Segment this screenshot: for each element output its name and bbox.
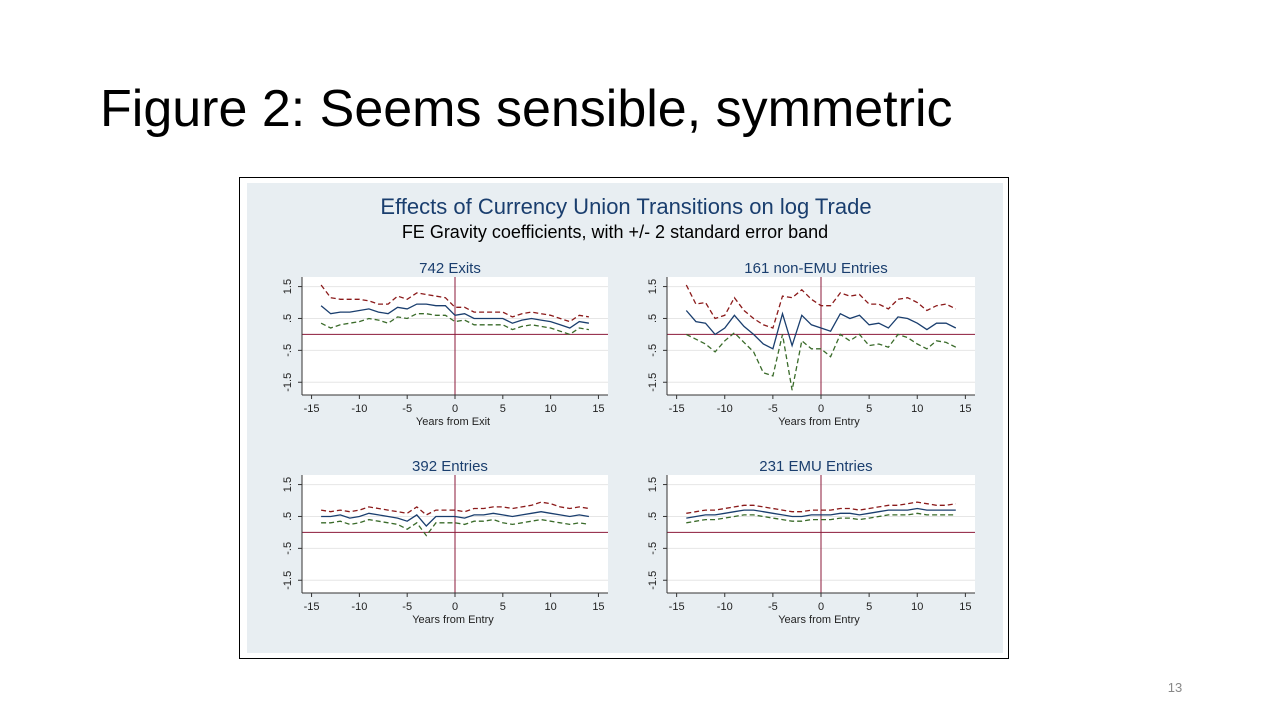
x-tick-label: -5 (768, 601, 778, 613)
panel-title: 742 Exits (419, 260, 481, 277)
figure-title: Effects of Currency Union Transitions on… (380, 194, 871, 219)
series-line (321, 518, 590, 537)
series-line (320, 303, 590, 329)
x-tick-label: -5 (402, 403, 412, 415)
panel-title: 231 EMU Entries (759, 458, 872, 475)
x-tick-label: -5 (768, 403, 778, 415)
x-tick-label: 15 (592, 403, 604, 415)
x-axis-label: Years from Entry (778, 416, 860, 428)
x-tick-label: -10 (717, 601, 733, 613)
series-line (686, 512, 956, 524)
y-tick-label: -1.5 (647, 373, 659, 392)
y-tick-label: -1.5 (282, 571, 294, 590)
x-tick-label: -10 (717, 403, 733, 415)
panel-title: 392 Entries (412, 458, 488, 475)
y-tick-label: 1.5 (647, 477, 659, 492)
y-tick-label: .5 (647, 314, 659, 323)
x-tick-label: 0 (818, 403, 824, 415)
x-tick-label: 15 (959, 601, 971, 613)
series-line (685, 284, 957, 329)
x-tick-label: 15 (959, 403, 971, 415)
x-tick-label: -15 (669, 403, 685, 415)
x-tick-label: -5 (402, 601, 412, 613)
x-axis-label: Years from Exit (416, 416, 490, 428)
panel-title: 161 non-EMU Entries (744, 260, 887, 277)
y-tick-label: 1.5 (647, 279, 659, 294)
x-tick-label: 15 (592, 601, 604, 613)
x-tick-label: -15 (304, 403, 320, 415)
series-line (686, 331, 957, 391)
x-tick-label: 5 (500, 601, 506, 613)
y-tick-label: 1.5 (282, 279, 294, 294)
x-tick-label: -10 (351, 601, 367, 613)
x-tick-label: 5 (866, 601, 872, 613)
x-tick-label: -15 (669, 601, 685, 613)
slide-title: Figure 2: Seems sensible, symmetric (100, 80, 953, 138)
x-tick-label: 0 (452, 403, 458, 415)
series-line (321, 511, 590, 527)
x-tick-label: 10 (545, 601, 557, 613)
y-tick-label: -.5 (282, 542, 294, 555)
series-line (686, 507, 956, 519)
y-tick-label: -1.5 (282, 373, 294, 392)
y-tick-label: -1.5 (647, 571, 659, 590)
x-tick-label: -15 (304, 601, 320, 613)
y-tick-label: .5 (647, 512, 659, 521)
x-tick-label: 0 (818, 601, 824, 613)
y-tick-label: 1.5 (282, 477, 294, 492)
series-line (320, 284, 590, 323)
series-line (320, 501, 590, 516)
x-tick-label: 0 (452, 601, 458, 613)
panels: 742 Exits -1.5 -.5 .5 1.5 -15 -10 -5 0 5 10 15 Years… (282, 260, 975, 626)
series-line (320, 313, 590, 336)
x-tick-label: 5 (500, 403, 506, 415)
series-line (686, 501, 956, 514)
y-tick-label: -.5 (282, 344, 294, 357)
y-tick-label: -.5 (647, 542, 659, 555)
x-tick-label: 10 (911, 601, 923, 613)
figure-subtitle: FE Gravity coefficients, with +/- 2 stan… (402, 222, 828, 242)
x-axis-label: Years from Entry (778, 614, 860, 626)
series-line (685, 310, 957, 350)
y-tick-label: .5 (282, 512, 294, 521)
page-number: 13 (1168, 680, 1182, 695)
x-tick-label: 5 (866, 403, 872, 415)
x-tick-label: -10 (351, 403, 367, 415)
y-tick-label: .5 (282, 314, 294, 323)
x-axis-label: Years from Entry (412, 614, 494, 626)
x-tick-label: 10 (545, 403, 557, 415)
y-tick-label: -.5 (647, 344, 659, 357)
x-tick-label: 10 (911, 403, 923, 415)
